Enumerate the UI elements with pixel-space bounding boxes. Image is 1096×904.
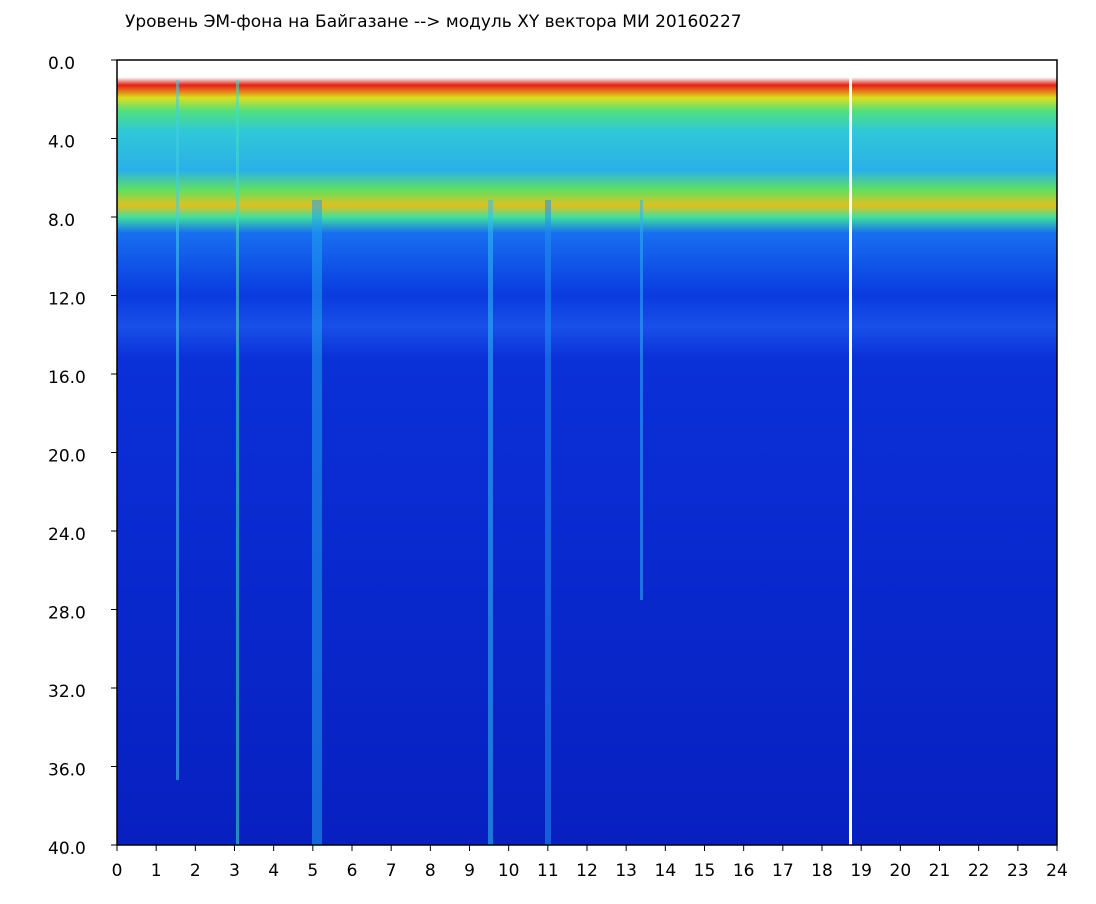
x-tick-label: 5 bbox=[307, 861, 318, 881]
streak bbox=[545, 200, 551, 845]
x-tick-label: 14 bbox=[655, 861, 677, 881]
streak bbox=[176, 80, 179, 780]
x-tick-label: 4 bbox=[268, 861, 279, 881]
y-tick-label: 40.0 bbox=[48, 839, 86, 859]
y-tick-label: 24.0 bbox=[48, 525, 86, 545]
y-tick-label: 0.0 bbox=[48, 54, 75, 74]
streak bbox=[640, 200, 643, 600]
spectrogram-image bbox=[117, 60, 1057, 845]
x-tick-label: 0 bbox=[112, 861, 123, 881]
streak bbox=[488, 200, 493, 845]
x-tick-label: 6 bbox=[347, 861, 358, 881]
data-gap bbox=[849, 75, 852, 845]
x-tick-label: 22 bbox=[968, 861, 990, 881]
x-tick-label: 10 bbox=[498, 861, 520, 881]
y-tick-label: 28.0 bbox=[48, 604, 86, 624]
x-tick-label: 13 bbox=[615, 861, 637, 881]
x-tick-label: 2 bbox=[190, 861, 201, 881]
y-tick-label: 32.0 bbox=[48, 682, 86, 702]
chart-title: Уровень ЭМ-фона на Байгазане --> модуль … bbox=[125, 12, 742, 32]
y-tick-label: 16.0 bbox=[48, 368, 86, 388]
x-tick-label: 18 bbox=[811, 861, 833, 881]
x-tick-label: 19 bbox=[850, 861, 872, 881]
x-tick-label: 20 bbox=[890, 861, 912, 881]
x-tick-label: 21 bbox=[929, 861, 951, 881]
x-tick-label: 16 bbox=[733, 861, 755, 881]
x-tick-label: 23 bbox=[1007, 861, 1029, 881]
x-tick-label: 24 bbox=[1046, 861, 1068, 881]
y-tick-label: 4.0 bbox=[48, 133, 75, 153]
streak bbox=[236, 80, 239, 845]
x-tick-label: 8 bbox=[425, 861, 436, 881]
x-tick-label: 12 bbox=[576, 861, 598, 881]
x-tick-label: 17 bbox=[772, 861, 794, 881]
x-tick-label: 11 bbox=[537, 861, 559, 881]
x-tick-label: 15 bbox=[694, 861, 716, 881]
y-tick-label: 20.0 bbox=[48, 447, 86, 467]
streak bbox=[312, 200, 322, 845]
x-tick-label: 1 bbox=[151, 861, 162, 881]
y-tick-label: 12.0 bbox=[48, 290, 86, 310]
x-tick-label: 3 bbox=[229, 861, 240, 881]
x-tick-label: 9 bbox=[464, 861, 475, 881]
y-tick-label: 8.0 bbox=[48, 211, 75, 231]
x-tick-label: 7 bbox=[386, 861, 397, 881]
vertical-streaks bbox=[176, 80, 643, 845]
y-tick-label: 36.0 bbox=[48, 761, 86, 781]
